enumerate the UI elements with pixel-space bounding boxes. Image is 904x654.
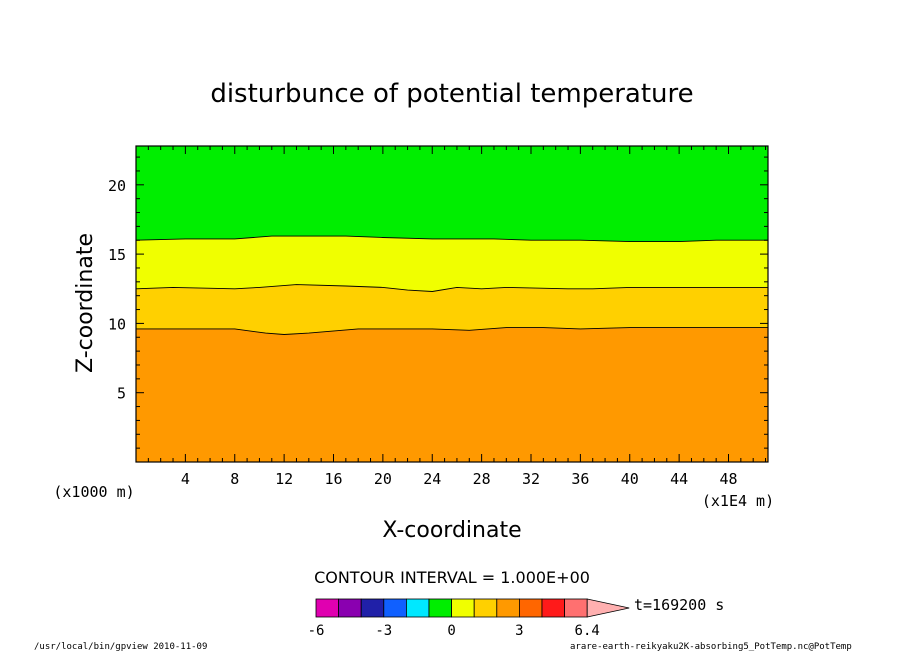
colorbar: -6 -3 0 3 6.4 <box>308 598 630 639</box>
colorbar-swatch <box>315 598 340 618</box>
contour-band <box>136 327 768 462</box>
contour-band <box>136 236 768 292</box>
y-tick-label: 5 <box>117 385 126 403</box>
x-tick-label: 4 <box>181 470 190 488</box>
colorbar-arrow <box>586 598 630 618</box>
x-tick-label: 44 <box>670 470 688 488</box>
colorbar-swatch <box>451 598 475 618</box>
x-tick-label: 16 <box>324 470 342 488</box>
x-tick-label: 28 <box>473 470 491 488</box>
colorbar-swatch <box>496 598 520 618</box>
contour-interval-label: CONTOUR INTERVAL = 1.000E+00 <box>314 568 590 587</box>
colorbar-swatch <box>541 598 566 618</box>
y-axis: 5 10 15 20 <box>108 156 768 449</box>
contour-line <box>135 284 768 292</box>
colorbar-label: -3 <box>375 623 392 639</box>
plot-frame <box>135 145 769 463</box>
x-unit-label: (x1E4 m) <box>702 492 774 510</box>
colorbar-swatch <box>519 598 543 618</box>
y-tick-label: 10 <box>108 315 126 333</box>
chart-title: disturbunce of potential temperature <box>210 79 693 109</box>
colorbar-swatch <box>383 598 407 618</box>
colorbar-swatch <box>338 598 362 618</box>
footer-left: /usr/local/bin/gpview 2010-11-09 <box>34 642 208 652</box>
colorbar-label: 0 <box>447 623 455 639</box>
colorbar-swatch <box>428 598 453 618</box>
y-tick-label: 20 <box>108 177 126 195</box>
colorbar-label: 3 <box>515 623 523 639</box>
x-tick-label: 12 <box>275 470 293 488</box>
colorbar-label: 6.4 <box>575 623 600 639</box>
y-unit-label: (x1000 m) <box>53 483 134 501</box>
contour-lines <box>135 235 768 335</box>
contour-band <box>136 146 768 242</box>
colorbar-swatch <box>564 598 588 618</box>
y-tick-label: 15 <box>108 246 126 264</box>
colorbar-swatch <box>360 598 385 618</box>
contour-band <box>136 284 768 335</box>
footer-right: arare-earth-reikyaku2K-absorbing5_PotTem… <box>570 642 852 652</box>
x-tick-label: 8 <box>230 470 239 488</box>
contour-line <box>136 327 768 335</box>
x-tick-label: 24 <box>423 470 441 488</box>
time-label: t=169200 s <box>634 596 724 614</box>
contour-line <box>135 235 768 243</box>
x-axis: 4 8 12 16 20 24 28 32 36 40 44 48 <box>147 146 767 488</box>
x-tick-label: 48 <box>719 470 737 488</box>
y-axis-label: Z-coordinate <box>73 233 98 373</box>
colorbar-swatch <box>405 598 430 618</box>
x-tick-label: 40 <box>621 470 639 488</box>
colorbar-swatch <box>473 598 498 618</box>
colorbar-label: -6 <box>308 623 325 639</box>
x-tick-label: 36 <box>571 470 589 488</box>
x-tick-label: 20 <box>374 470 392 488</box>
plot-area <box>136 146 768 462</box>
x-axis-label: X-coordinate <box>382 518 521 543</box>
x-tick-label: 32 <box>522 470 540 488</box>
